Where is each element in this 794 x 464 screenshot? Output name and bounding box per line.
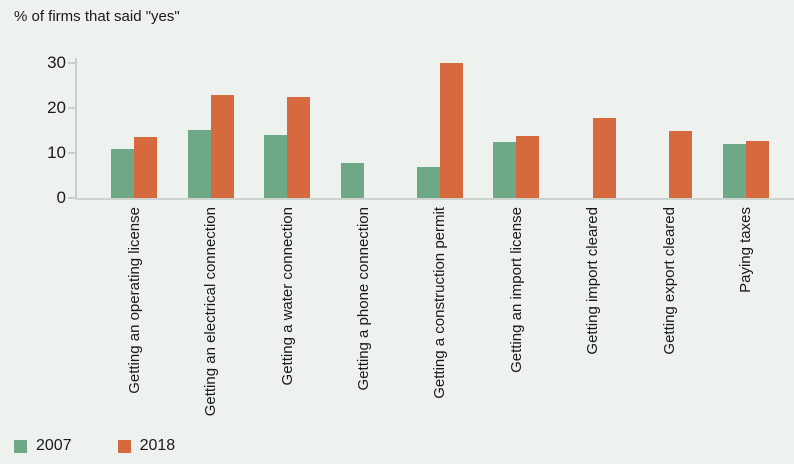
y-tick-mark-0 [68,197,75,199]
plot-area [76,63,794,198]
x-axis-label: Getting import cleared [584,207,602,355]
x-axis-label: Getting export cleared [660,207,678,355]
chart-title: % of firms that said "yes" [14,8,180,25]
y-tick-label-10: 10 [47,143,66,162]
bar-group [631,63,707,198]
y-tick-label-0: 0 [56,188,66,207]
bar-2018 [592,117,616,198]
x-label-slot: Paying taxes [708,207,784,434]
chart-legend: 2007 2018 [14,437,175,455]
bar-2007 [187,130,211,198]
bar-group [708,63,784,198]
bar-2018 [439,63,463,198]
legend-label-2018: 2018 [139,437,176,454]
bar-2007 [416,167,440,198]
x-label-slot: Getting a phone connection [325,207,401,434]
x-label-slot: Getting export cleared [631,207,707,434]
x-label-slot: Getting an electrical connection [172,207,248,434]
x-axis-labels: Getting an operating license Getting an e… [76,207,794,434]
x-axis-label: Getting an operating license [125,207,143,394]
bar-group [249,63,325,198]
x-label-slot: Getting a construction permit [402,207,478,434]
bar-2018 [134,136,158,198]
y-tick-label-30: 30 [47,53,66,72]
y-tick-mark-20 [68,107,75,109]
bar-group [96,63,172,198]
bar-2018 [745,141,769,198]
y-tick-label-20: 20 [47,98,66,117]
legend-swatch-2018 [117,439,131,453]
y-axis-line [75,58,77,200]
bar-group [172,63,248,198]
bar-2007 [264,134,288,198]
x-axis-label: Getting a phone connection [355,207,373,391]
x-axis-baseline [75,198,794,200]
x-axis-label: Paying taxes [737,207,755,293]
legend-swatch-2007 [14,439,27,453]
bar-2007 [340,162,364,198]
bar-group [478,63,554,198]
legend-item-2007: 2007 [14,437,72,455]
x-label-slot: Getting import cleared [555,207,631,434]
bar-2018 [516,135,540,198]
x-label-slot: Getting a water connection [249,207,325,434]
x-axis-label: Getting a water connection [278,207,296,386]
bar-group [325,63,401,198]
x-axis-label: Getting an import license [507,207,525,373]
legend-item-2018: 2018 [117,437,176,455]
x-label-slot: Getting an import license [478,207,554,434]
bar-2007 [111,148,135,198]
bar-2007 [722,143,746,198]
bar-2018 [669,131,693,198]
bar-2018 [210,94,234,198]
bar-2007 [493,141,517,198]
bar-2018 [287,97,311,198]
x-axis-label: Getting an electrical connection [202,207,220,417]
x-axis-label: Getting a construction permit [431,207,449,399]
y-tick-mark-10 [68,152,75,154]
legend-label-2007: 2007 [36,437,72,454]
x-label-slot: Getting an operating license [96,207,172,434]
bar-group [555,63,631,198]
bar-group [402,63,478,198]
y-tick-mark-30 [68,62,75,64]
